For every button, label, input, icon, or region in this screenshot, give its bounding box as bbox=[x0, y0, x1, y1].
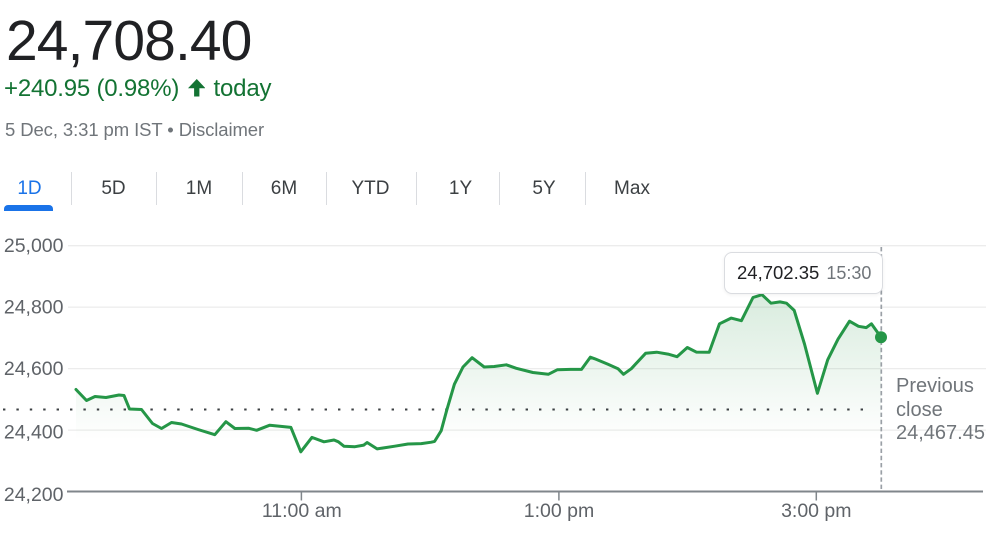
svg-text:24,800: 24,800 bbox=[4, 297, 64, 319]
svg-text:24,200: 24,200 bbox=[4, 484, 64, 506]
svg-text:25,000: 25,000 bbox=[4, 235, 64, 257]
svg-text:24,600: 24,600 bbox=[4, 358, 64, 380]
svg-text:1:00 pm: 1:00 pm bbox=[524, 500, 594, 522]
svg-text:11:00 am: 11:00 am bbox=[262, 500, 342, 522]
svg-text:24,400: 24,400 bbox=[4, 422, 64, 444]
svg-text:3:00 pm: 3:00 pm bbox=[781, 500, 851, 522]
